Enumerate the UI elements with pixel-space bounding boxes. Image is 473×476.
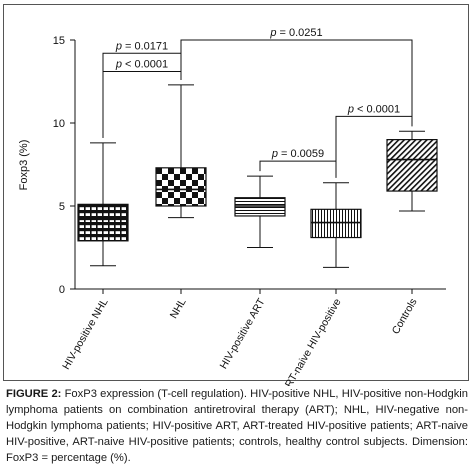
x-category-text: ART-naive HIV-positive <box>279 296 343 386</box>
bracket-line <box>180 39 413 127</box>
x-category-label: Controls <box>390 297 420 337</box>
p-value-label: p < 0.0001 <box>115 59 168 71</box>
y-tick-label: 10 <box>53 118 65 130</box>
x-category-label: NHL <box>168 296 189 320</box>
x-categories: HIV-positive NHL NHL HIV-positive ART ART-n… <box>60 289 420 386</box>
x-category-text: NHL <box>168 296 189 320</box>
y-ticks: 0 5 10 15 <box>53 35 75 296</box>
x-category-label: HIV-positive ART <box>218 296 268 371</box>
y-axis-label: Foxp3 (%) <box>18 140 30 191</box>
boxes <box>77 84 438 268</box>
box-plot-3 <box>234 175 286 248</box>
figure-caption: FIGURE 2: FoxP3 expression (T-cell regul… <box>6 386 468 466</box>
significance-bracket-1: p = 0.0171 <box>102 40 182 138</box>
bracket-line <box>259 160 337 178</box>
box-iqr <box>77 203 129 242</box>
y-tick-label: 5 <box>59 201 65 213</box>
x-category-label: HIV-positive NHL <box>60 296 110 371</box>
p-value-label: p < 0.0001 <box>347 103 400 115</box>
significance-bracket-3: p = 0.0251 <box>180 27 413 127</box>
p-value-label: p = 0.0171 <box>115 40 168 52</box>
caption-text: FoxP3 expression (T-cell regulation). HI… <box>6 388 469 464</box>
box-plot-4 <box>310 182 362 268</box>
box-iqr <box>234 197 286 217</box>
y-tick-label: 0 <box>59 284 65 296</box>
box-plot-1 <box>77 142 129 267</box>
box-plot-2 <box>155 84 207 219</box>
y-tick-label: 15 <box>53 35 65 47</box>
box-iqr <box>310 208 362 239</box>
x-category-text: HIV-positive NHL <box>60 296 110 371</box>
box-iqr <box>386 139 438 192</box>
bracket-line <box>335 115 413 178</box>
chart-frame <box>3 4 469 381</box>
box-plot-5 <box>386 130 438 212</box>
significance-annotations: p = 0.0171 p < 0.0001 p = 0.0251 p = 0.0059… <box>102 27 413 178</box>
axes: Foxp3 (%) <box>18 40 446 290</box>
caption-label: FIGURE 2: <box>6 388 62 400</box>
bracket-line <box>102 71 182 138</box>
p-value-label: p = 0.0059 <box>271 148 324 160</box>
x-category-label: ART-naive HIV-positive <box>279 296 343 386</box>
x-category-text: Controls <box>390 297 420 337</box>
box-iqr <box>155 167 207 207</box>
p-value-label: p = 0.0251 <box>269 27 322 39</box>
significance-bracket-4: p = 0.0059 <box>259 148 337 178</box>
x-category-text: HIV-positive ART <box>218 296 268 371</box>
significance-bracket-5: p < 0.0001 <box>335 103 413 178</box>
significance-bracket-2: p < 0.0001 <box>102 59 182 138</box>
